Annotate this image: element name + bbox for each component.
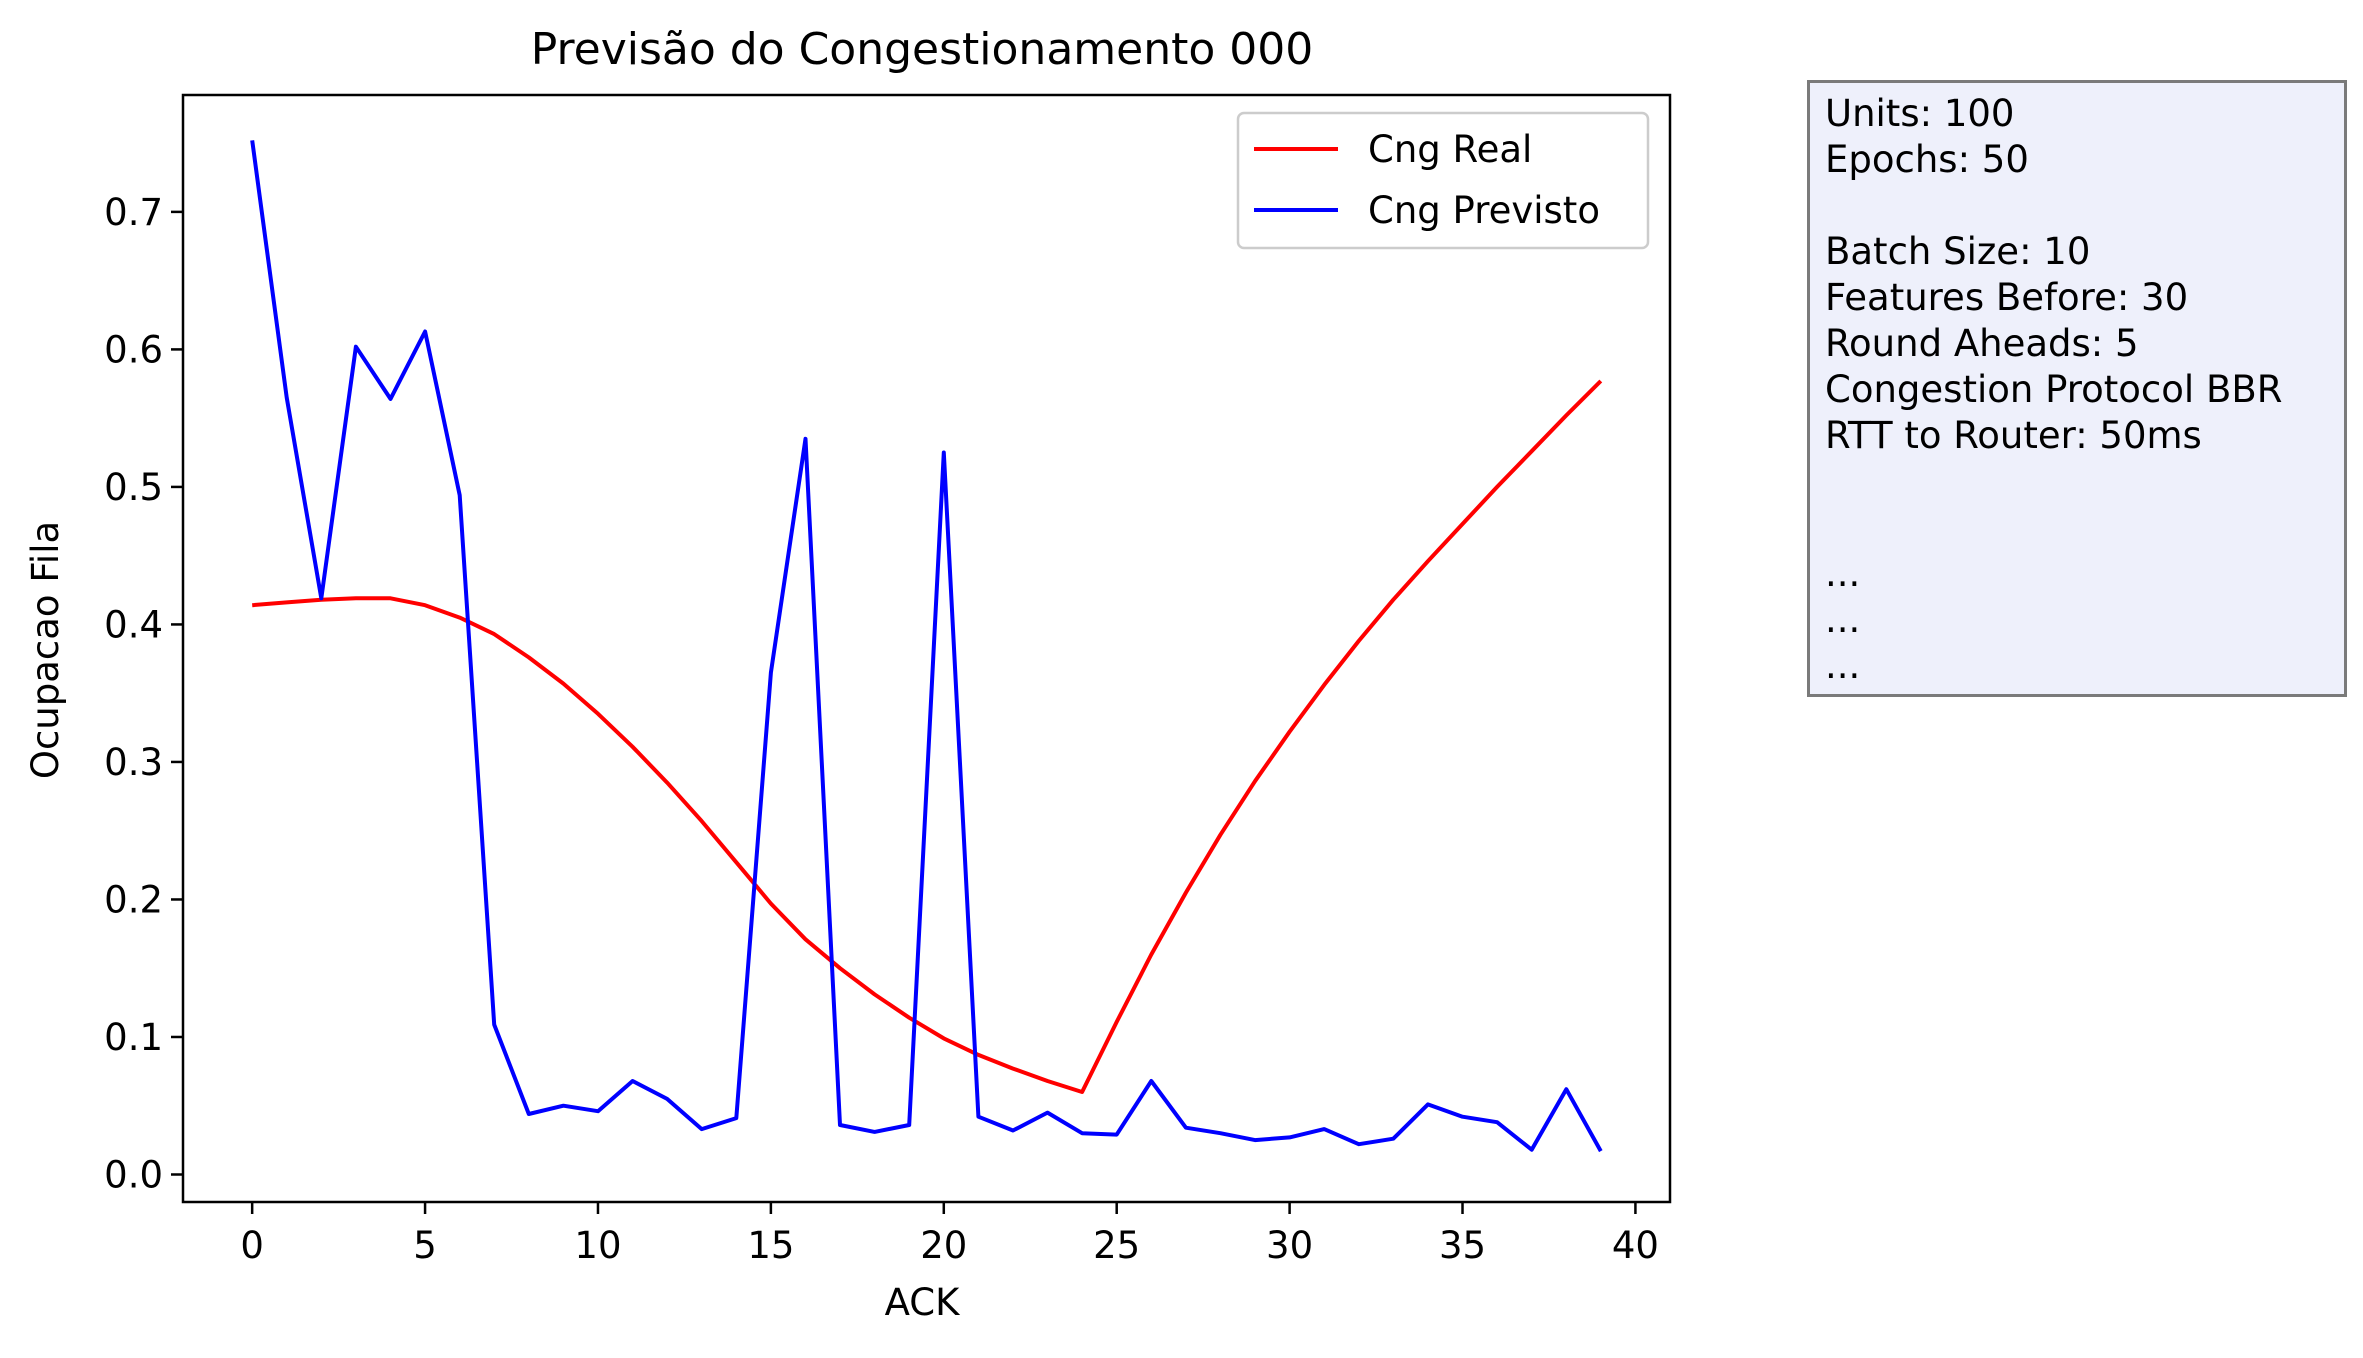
info-line — [1825, 505, 2329, 551]
y-tick-label: 0.0 — [104, 1153, 163, 1196]
x-axis-label: ACK — [885, 1281, 961, 1324]
x-tick-label: 0 — [240, 1224, 264, 1267]
x-tick-label: 30 — [1266, 1224, 1313, 1267]
y-tick-label: 0.3 — [104, 741, 163, 784]
x-tick-label: 35 — [1439, 1224, 1486, 1267]
info-line — [1825, 183, 2329, 229]
y-tick-label: 0.4 — [104, 603, 163, 646]
info-line: Features Before: 30 — [1825, 276, 2189, 319]
x-tick-label: 5 — [413, 1224, 437, 1267]
info-line — [1825, 459, 2329, 505]
x-tick-label: 20 — [920, 1224, 967, 1267]
info-line: Units: 100 — [1825, 92, 2015, 135]
y-tick-label: 0.5 — [104, 466, 163, 509]
chart-title: Previsão do Congestionamento 000 — [531, 24, 1314, 75]
x-tick-label: 40 — [1612, 1224, 1659, 1267]
info-line: Congestion Protocol BBR — [1825, 368, 2283, 411]
y-tick-label: 0.6 — [104, 328, 163, 371]
info-line: ... — [1825, 552, 1861, 595]
info-line: ... — [1825, 644, 1861, 687]
x-tick-label: 25 — [1093, 1224, 1140, 1267]
info-line: Round Aheads: 5 — [1825, 322, 2139, 365]
y-tick-label: 0.7 — [104, 191, 163, 234]
y-axis-label: Ocupacao Fila — [24, 521, 67, 779]
x-tick-label: 10 — [574, 1224, 621, 1267]
legend-label: Cng Real — [1368, 128, 1532, 171]
series-line-cng-real — [252, 379, 1603, 1094]
y-tick-label: 0.1 — [104, 1016, 163, 1059]
series-line-cng-previsto — [250, 140, 1603, 1153]
info-box: Units: 100 Epochs: 50 Batch Size: 10 Featur… — [1807, 80, 2347, 697]
info-line: RTT to Router: 50ms — [1825, 414, 2202, 457]
info-line: ... — [1825, 598, 1861, 641]
legend-label: Cng Previsto — [1368, 189, 1600, 232]
y-tick-label: 0.2 — [104, 878, 163, 921]
info-line: Batch Size: 10 — [1825, 230, 2091, 273]
plot-frame — [181, 93, 1672, 1204]
plot-area: 0 5 10 15 20 25 30 35 40 0.0 0.1 0.2 0.3 0.4 0.5 0.6 0.7… — [104, 93, 1672, 1267]
x-tick-label: 15 — [747, 1224, 794, 1267]
info-line: Epochs: 50 — [1825, 138, 2029, 181]
legend — [1236, 111, 1650, 250]
